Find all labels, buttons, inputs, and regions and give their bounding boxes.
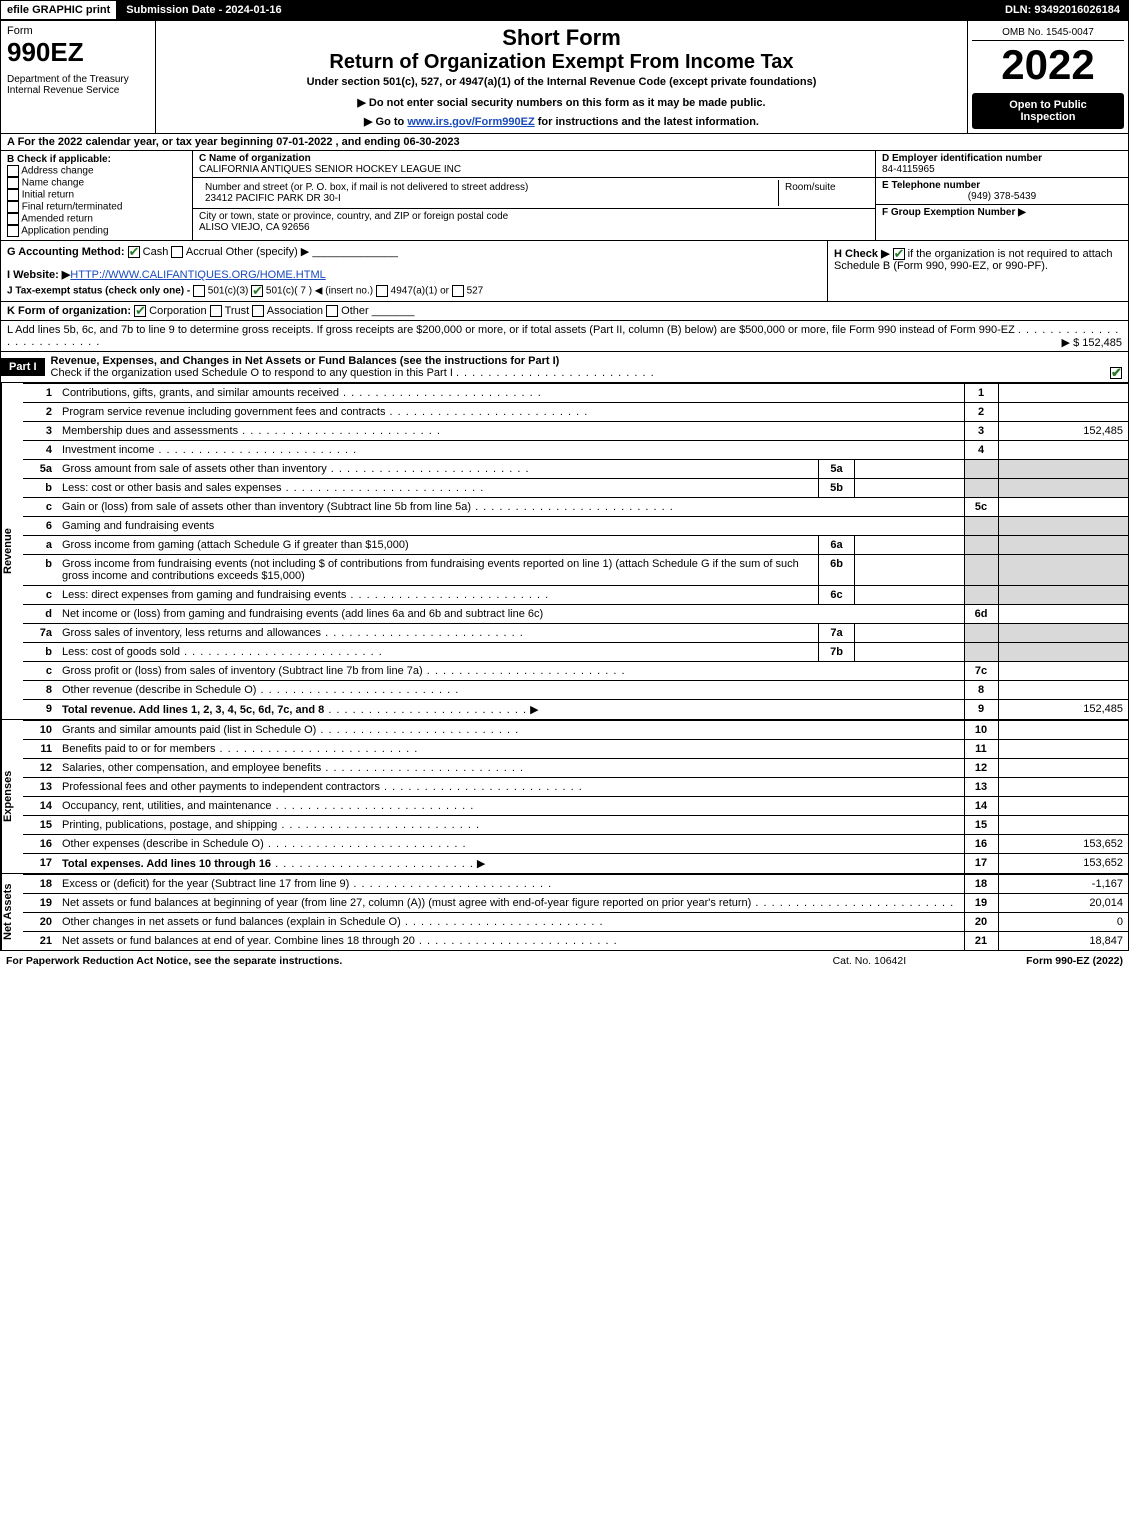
ssn-warning: ▶ Do not enter social security numbers o… xyxy=(164,96,959,109)
tax-year: 2022 xyxy=(972,41,1124,89)
org-city: ALISO VIEJO, CA 92656 xyxy=(199,222,310,233)
line-16-amount: 153,652 xyxy=(998,835,1128,854)
open-public-badge: Open to Public Inspection xyxy=(972,93,1124,129)
section-gh: G Accounting Method: Cash Accrual Other … xyxy=(0,241,1129,302)
line-20-amount: 0 xyxy=(998,913,1128,932)
dept-label: Department of the Treasury Internal Reve… xyxy=(7,74,149,96)
org-address: 23412 PACIFIC PARK DR 30-I xyxy=(205,193,341,204)
schedule-o-checkbox xyxy=(1110,367,1122,379)
section-b: B Check if applicable: Address change Na… xyxy=(1,151,193,240)
schedule-b-checkbox xyxy=(893,248,905,260)
main-title: Return of Organization Exempt From Incom… xyxy=(164,51,959,74)
cat-number: Cat. No. 10642I xyxy=(833,955,907,967)
section-c: C Name of organization CALIFORNIA ANTIQU… xyxy=(193,151,876,240)
revenue-section: Revenue 1Contributions, gifts, grants, a… xyxy=(0,383,1129,720)
top-bar: efile GRAPHIC print Submission Date - 20… xyxy=(0,0,1129,20)
corporation-checkbox xyxy=(134,305,146,317)
cash-checkbox xyxy=(128,246,140,258)
irs-link[interactable]: www.irs.gov/Form990EZ xyxy=(407,116,534,128)
line-17-amount: 153,652 xyxy=(998,854,1128,874)
line-19-amount: 20,014 xyxy=(998,894,1128,913)
under-section: Under section 501(c), 527, or 4947(a)(1)… xyxy=(164,76,959,88)
section-bcdef: B Check if applicable: Address change Na… xyxy=(0,151,1129,241)
dln: DLN: 93492016026184 xyxy=(996,0,1129,20)
form-footer: Form 990-EZ (2022) xyxy=(1026,955,1123,967)
group-exemption: F Group Exemption Number ▶ xyxy=(882,207,1026,218)
section-k: K Form of organization: Corporation Trus… xyxy=(0,302,1129,321)
omb-number: OMB No. 1545-0047 xyxy=(972,25,1124,41)
line-18-amount: -1,167 xyxy=(998,875,1128,894)
gross-receipts: ▶ $ 152,485 xyxy=(1062,336,1122,349)
short-form-title: Short Form xyxy=(164,25,959,51)
ein: 84-4115965 xyxy=(882,164,935,175)
website-link[interactable]: HTTP://WWW.CALIFANTIQUES.ORG/HOME.HTML xyxy=(70,269,325,281)
net-assets-section: Net Assets 18Excess or (deficit) for the… xyxy=(0,874,1129,951)
phone: (949) 378-5439 xyxy=(882,191,1122,202)
part-1-header: Part I Revenue, Expenses, and Changes in… xyxy=(0,352,1129,383)
section-a: A For the 2022 calendar year, or tax yea… xyxy=(0,134,1129,151)
efile-print[interactable]: efile GRAPHIC print xyxy=(0,0,117,20)
form-header: Form 990EZ Department of the Treasury In… xyxy=(0,20,1129,134)
accrual-checkbox xyxy=(171,246,183,258)
line-21-amount: 18,847 xyxy=(998,932,1128,951)
submission-date: Submission Date - 2024-01-16 xyxy=(117,0,290,20)
line-3-amount: 152,485 xyxy=(998,422,1128,441)
form-number: 990EZ xyxy=(7,37,149,68)
footer: For Paperwork Reduction Act Notice, see … xyxy=(0,951,1129,971)
room-suite-label: Room/suite xyxy=(779,180,869,206)
section-l: L Add lines 5b, 6c, and 7b to line 9 to … xyxy=(0,321,1129,352)
expenses-section: Expenses 10Grants and similar amounts pa… xyxy=(0,720,1129,874)
line-9-amount: 152,485 xyxy=(998,700,1128,720)
501c-checkbox xyxy=(251,285,263,297)
section-def: D Employer identification number84-41159… xyxy=(876,151,1128,240)
goto-line: ▶ Go to www.irs.gov/Form990EZ for instru… xyxy=(164,115,959,128)
form-label: Form xyxy=(7,25,149,37)
org-name: CALIFORNIA ANTIQUES SENIOR HOCKEY LEAGUE… xyxy=(199,164,461,175)
